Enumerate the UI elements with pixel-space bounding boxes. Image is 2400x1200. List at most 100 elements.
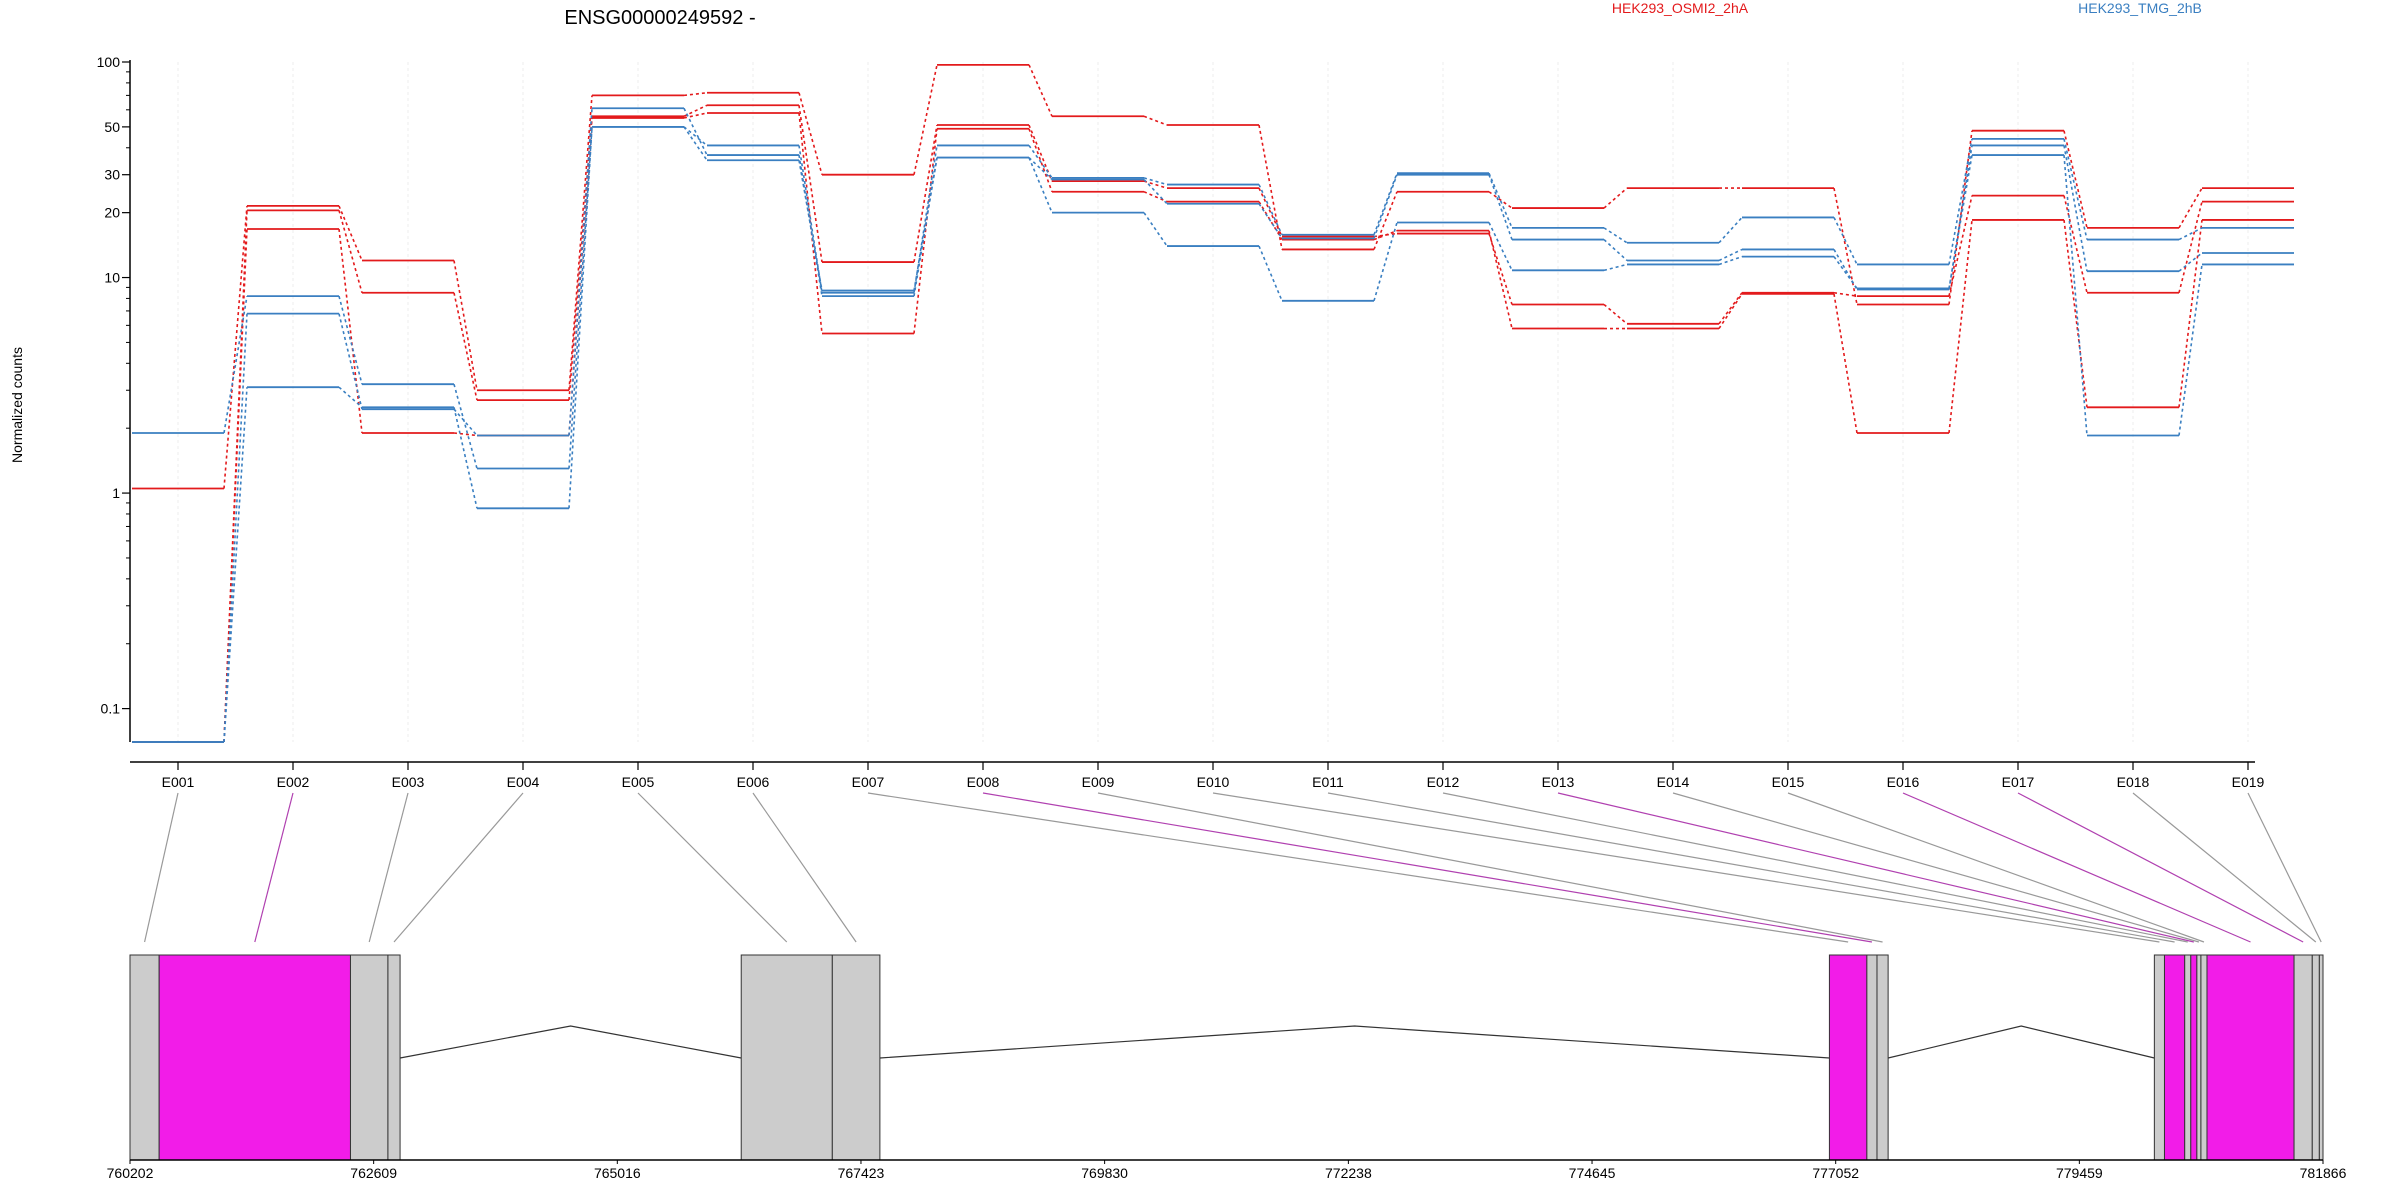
x-tick-label-e003: E003	[392, 774, 425, 790]
data-connector	[1028, 64, 1053, 117]
y-tick-label: 50	[104, 119, 120, 135]
data-connector	[1603, 263, 1628, 272]
data-connector	[913, 145, 938, 293]
data-connector	[1718, 255, 1743, 266]
exon-connector-e009	[1097, 792, 1883, 943]
genomic-tick-label: 781866	[2300, 1165, 2347, 1181]
x-tick-label-e004: E004	[507, 774, 540, 790]
data-connector	[1603, 303, 1628, 325]
data-connector	[453, 292, 478, 401]
data-connector	[1718, 216, 1743, 244]
series-6	[132, 125, 2294, 743]
data-connector	[913, 124, 938, 263]
legend-label-tmg: HEK293_TMG_2hB	[2078, 0, 2202, 16]
y-tick-label: 1	[112, 485, 120, 501]
data-connector	[1833, 256, 1858, 289]
genomic-tick-label: 779459	[2056, 1165, 2103, 1181]
x-tick-label-e007: E007	[852, 774, 885, 790]
data-connector	[1028, 157, 1053, 181]
data-connector	[1488, 191, 1513, 209]
data-connector	[453, 260, 478, 391]
data-connector	[1143, 115, 1168, 126]
data-connector	[453, 383, 478, 469]
genomic-tick-label: 774645	[1569, 1165, 1616, 1181]
data-connector	[568, 108, 593, 436]
data-connector	[913, 157, 938, 297]
data-connector	[2063, 195, 2088, 293]
data-connector	[1028, 157, 1053, 213]
data-connector	[1373, 222, 1398, 302]
data-connector	[568, 95, 593, 391]
data-connector	[798, 105, 823, 263]
exon-box-e002	[158, 954, 351, 1161]
data-connector	[1373, 229, 1398, 241]
data-connector	[2178, 201, 2203, 293]
data-connector	[1948, 195, 1973, 297]
x-tick-label-e006: E006	[737, 774, 770, 790]
genomic-tick-label: 762609	[350, 1165, 397, 1181]
exon-connector-e005	[637, 792, 788, 943]
data-connector	[1718, 248, 1743, 262]
exon-box-e004	[387, 954, 401, 1161]
exon-connector-e019	[2247, 792, 2322, 943]
data-connector	[338, 210, 363, 293]
data-connector	[1833, 293, 1858, 434]
data-connector	[1258, 245, 1283, 302]
chart-title: ENSG00000249592 -	[564, 7, 755, 29]
data-connector	[1603, 238, 1628, 262]
y-tick-label: 20	[104, 205, 120, 221]
exon-box-e003	[349, 954, 389, 1161]
data-connector	[1373, 172, 1398, 235]
data-connector	[1143, 212, 1168, 247]
exon-connector-e017	[2017, 792, 2304, 943]
exon-connector-e001	[143, 792, 179, 943]
exon-connector-e013	[1557, 792, 2194, 943]
data-connector	[2063, 219, 2088, 408]
data-connector	[338, 205, 363, 261]
exon-box-e010	[2153, 954, 2165, 1161]
data-connector	[2063, 155, 2088, 436]
data-connector	[683, 91, 708, 97]
y-tick-label: 100	[97, 54, 121, 70]
data-connector	[1143, 180, 1168, 189]
x-tick-label-e011: E011	[1312, 774, 1344, 790]
data-connector	[1488, 233, 1513, 305]
data-connector	[2178, 227, 2203, 241]
data-connector	[1028, 128, 1053, 193]
data-connector	[683, 104, 708, 117]
genomic-tick-label: 760202	[107, 1165, 154, 1181]
y-tick-label: 0.1	[101, 701, 121, 717]
data-connector	[1373, 191, 1398, 250]
data-connector	[1948, 145, 1973, 290]
data-connector	[2178, 264, 2203, 436]
x-tick-label-e018: E018	[2117, 774, 2150, 790]
data-connector	[1948, 219, 1973, 434]
data-connector	[1718, 292, 1743, 325]
exon-box-e008	[1866, 954, 1878, 1161]
y-tick-label: 10	[104, 270, 120, 286]
x-tick-label-e019: E019	[2232, 774, 2265, 790]
data-connector	[1488, 230, 1513, 329]
x-tick-label-e017: E017	[2002, 774, 2035, 790]
intron-1	[399, 1025, 742, 1059]
data-connector	[1028, 144, 1053, 179]
data-connector	[1718, 293, 1743, 329]
x-tick-label-e014: E014	[1657, 774, 1690, 790]
data-connector	[338, 228, 363, 434]
data-connector	[798, 92, 823, 175]
data-connector	[1833, 187, 1858, 305]
exon-connector-e008	[982, 792, 1873, 943]
data-connector	[1258, 201, 1283, 240]
data-connector	[1373, 232, 1398, 238]
data-connector	[2178, 219, 2203, 408]
data-connector	[453, 432, 478, 437]
exon-box-e006	[831, 954, 881, 1161]
data-connector	[1143, 177, 1168, 186]
data-connector	[913, 128, 938, 334]
data-connector	[1488, 172, 1513, 229]
data-connector	[453, 408, 478, 437]
data-connector	[1028, 124, 1053, 182]
exon-box-e017	[2293, 954, 2313, 1161]
data-connector	[1603, 227, 1628, 244]
